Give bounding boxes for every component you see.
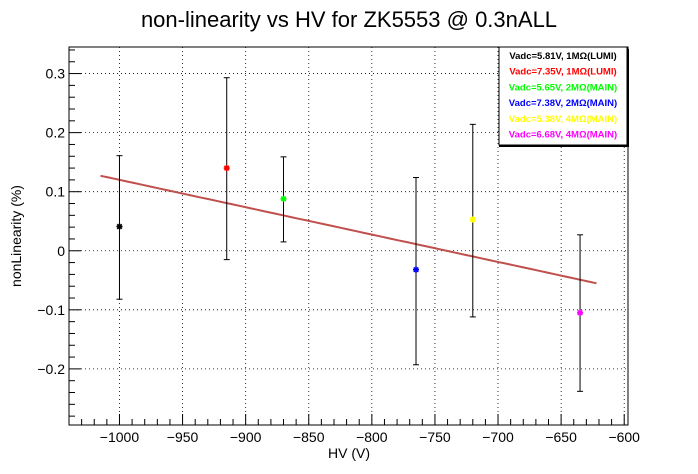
legend: Vadc=5.81V, 1MΩ(LUMI) Vadc=7.35V, 1MΩ(LUM… (498, 46, 629, 147)
y-tick-label: 0.1 (46, 184, 66, 200)
fit-line-group (100, 174, 597, 285)
x-axis-title: HV (V) (328, 445, 370, 461)
axis-ticks: −1000 −950 −900 −850 −800 −750 −700 −650 −600 −0.… (37, 49, 640, 445)
x-tick-label: −700 (482, 429, 514, 445)
x-tick-label: −800 (356, 429, 388, 445)
legend-box (498, 46, 628, 146)
x-tick-label: −600 (608, 429, 640, 445)
legend-entry: Vadc=6.68V, 4MΩ(MAIN) (509, 130, 617, 141)
plot-frame (68, 46, 629, 426)
x-tick-label: −850 (293, 429, 325, 445)
legend-entry: Vadc=5.38V, 4MΩ(MAIN) (509, 114, 617, 125)
chart-title: non-linearity vs HV for ZK5553 @ 0.3nALL (141, 7, 557, 32)
y-tick-label: 0.3 (46, 66, 66, 82)
x-tick-label: −1000 (100, 429, 140, 445)
x-tick-label: −950 (167, 429, 199, 445)
legend-entry: Vadc=5.65V, 2MΩ(MAIN) (509, 82, 617, 93)
legend-entry: Vadc=7.38V, 2MΩ(MAIN) (509, 98, 617, 109)
data-point (280, 195, 287, 202)
legend-shadow-side (627, 49, 629, 147)
data-point (413, 266, 420, 273)
x-tick-label: −750 (419, 429, 451, 445)
y-tick-label: 0 (57, 243, 65, 259)
data-point (223, 165, 230, 172)
data-point (469, 216, 476, 223)
x-tick-label: −650 (545, 429, 577, 445)
y-tick-label: −0.2 (37, 361, 65, 377)
legend-entry: Vadc=7.35V, 1MΩ(LUMI) (509, 67, 616, 78)
y-tick-label: 0.2 (46, 125, 66, 141)
data-point (577, 309, 584, 316)
x-tick-label: −900 (230, 429, 262, 445)
fit-line (100, 174, 597, 285)
data-point (116, 223, 123, 230)
legend-shadow (499, 145, 629, 147)
y-tick-label: −0.1 (37, 302, 65, 318)
legend-entry: Vadc=5.81V, 1MΩ(LUMI) (509, 51, 616, 62)
y-axis-title: nonLinearity (%) (8, 185, 24, 287)
data-points (116, 77, 584, 392)
